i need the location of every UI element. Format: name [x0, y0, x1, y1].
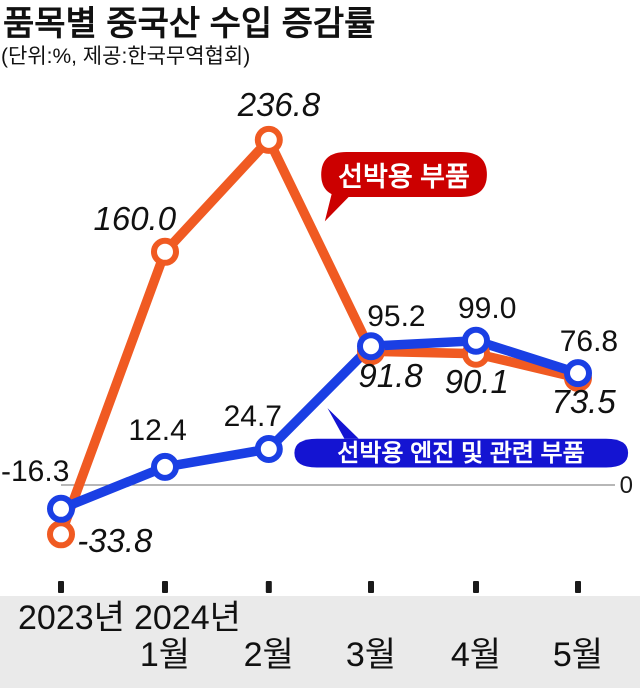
svg-text:선박용 엔진 및 관련 부품: 선박용 엔진 및 관련 부품	[337, 440, 584, 467]
svg-text:2024년: 2024년	[134, 599, 241, 637]
svg-text:2월: 2월	[244, 636, 294, 674]
svg-text:5월: 5월	[553, 636, 603, 674]
svg-text:91.8: 91.8	[358, 357, 423, 394]
svg-text:4월: 4월	[451, 636, 501, 674]
svg-text:1월: 1월	[140, 636, 190, 674]
svg-text:99.0: 99.0	[458, 292, 516, 325]
svg-text:-16.3: -16.3	[1, 455, 69, 488]
svg-text:12.4: 12.4	[128, 414, 186, 447]
svg-text:24.7: 24.7	[224, 400, 282, 433]
svg-text:2023년: 2023년	[18, 599, 125, 637]
svg-text:236.8: 236.8	[237, 86, 321, 123]
svg-text:76.8: 76.8	[560, 325, 618, 358]
svg-text:160.0: 160.0	[94, 200, 177, 237]
svg-text:95.2: 95.2	[367, 300, 425, 333]
svg-text:선박용 부품: 선박용 부품	[338, 162, 470, 192]
svg-text:3월: 3월	[346, 636, 396, 674]
svg-text:-33.8: -33.8	[77, 522, 153, 559]
svg-text:73.5: 73.5	[551, 383, 616, 420]
svg-text:90.1: 90.1	[445, 363, 509, 400]
svg-text:0: 0	[620, 472, 633, 499]
